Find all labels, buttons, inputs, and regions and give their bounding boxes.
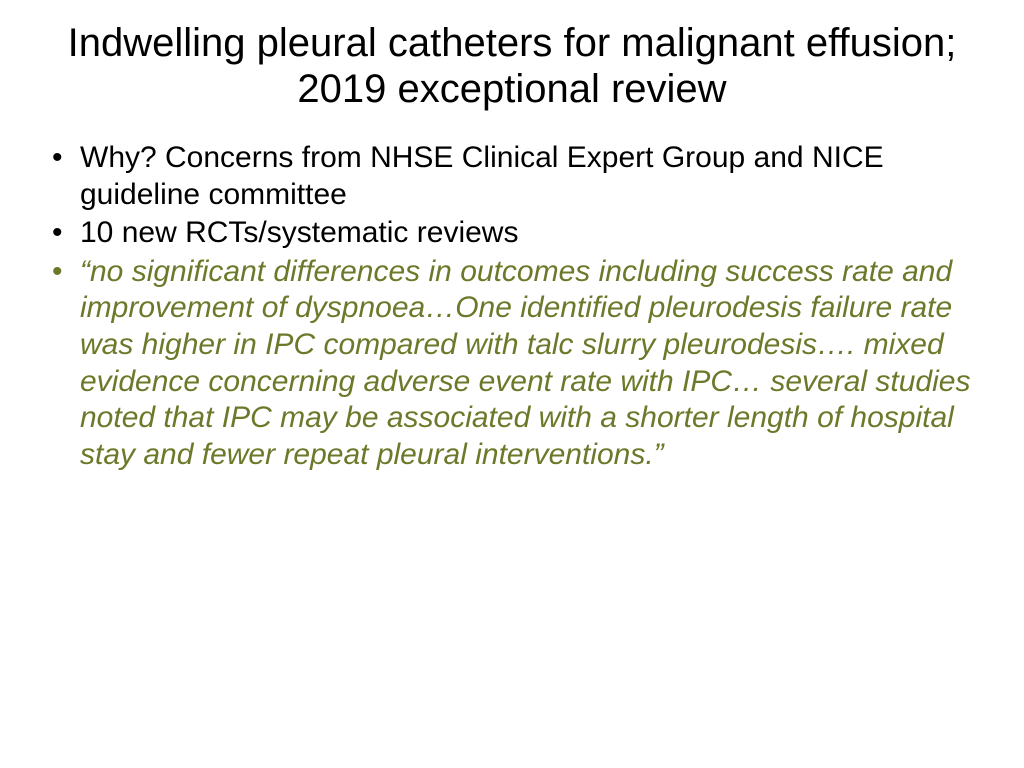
bullet-list: Why? Concerns from NHSE Clinical Expert … xyxy=(40,140,984,475)
slide-title: Indwelling pleural catheters for maligna… xyxy=(40,20,984,112)
bullet-item: 10 new RCTs/systematic reviews xyxy=(80,215,984,252)
bullet-item-quote: “no significant differences in outcomes … xyxy=(80,254,984,474)
bullet-item: Why? Concerns from NHSE Clinical Expert … xyxy=(80,140,984,213)
bullet-text: Why? Concerns from NHSE Clinical Expert … xyxy=(80,141,884,211)
bullet-text: “no significant differences in outcomes … xyxy=(80,255,970,471)
bullet-text: 10 new RCTs/systematic reviews xyxy=(80,216,518,249)
slide-container: Indwelling pleural catheters for maligna… xyxy=(0,0,1024,768)
